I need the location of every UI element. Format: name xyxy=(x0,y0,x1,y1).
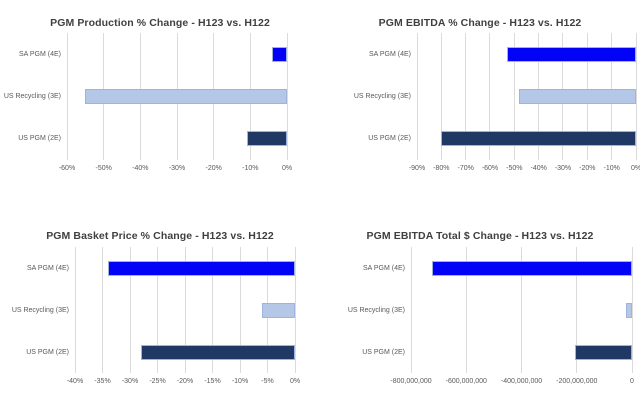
x-tick-label: -50% xyxy=(506,165,523,172)
gridline xyxy=(294,247,296,373)
category-axis: SA PGM (4E) US Recycling (3E) US PGM (2E) xyxy=(320,33,411,160)
x-tick-label: -10% xyxy=(231,378,249,385)
gridline xyxy=(440,33,442,160)
category-label-sa-pgm-4e: SA PGM (4E) xyxy=(26,264,69,272)
x-tick-label: -70% xyxy=(457,165,474,172)
gridline xyxy=(410,247,412,373)
plot-area xyxy=(410,247,633,373)
x-axis: -60% -50% -40% -30% -20% -10% 0% xyxy=(59,165,292,175)
gridline xyxy=(489,33,491,160)
bar-us-pgm-2e xyxy=(141,344,295,360)
category-label-sa-pgm-4e: SA PGM (4E) xyxy=(18,50,61,58)
chart-title: PGM EBITDA % Change - H123 vs. H122 xyxy=(378,16,582,29)
gridline xyxy=(521,247,522,373)
bar-us-recycling-3e xyxy=(262,302,295,318)
bar-us-pgm-2e xyxy=(441,131,636,147)
gridline xyxy=(157,247,158,373)
x-tick-label: -600,000,000 xyxy=(445,378,487,385)
gridline xyxy=(74,247,76,373)
x-tick-label: -30% xyxy=(121,378,139,385)
gridline xyxy=(465,247,467,373)
bar-us-recycling-3e xyxy=(85,89,287,104)
x-tick-label: -20% xyxy=(176,378,194,385)
x-tick-label: -30% xyxy=(554,165,572,172)
gridline xyxy=(102,247,103,373)
x-tick-label: 0% xyxy=(630,165,640,172)
category-label-us-pgm-2e: US PGM (2E) xyxy=(18,135,61,143)
gridline xyxy=(129,247,131,373)
gridline xyxy=(416,33,418,160)
x-tick-label: -60% xyxy=(481,165,499,172)
bar-us-pgm-2e xyxy=(575,344,632,360)
bar-sa-pgm-4e xyxy=(431,260,632,276)
chart-pgm-basket-price-pct-change: PGM Basket Price % Change - H123 vs. H12… xyxy=(0,200,320,400)
plot-area xyxy=(416,33,637,160)
bar-sa-pgm-4e xyxy=(272,46,287,62)
gridline xyxy=(66,33,68,160)
x-tick-label: -200,000,000 xyxy=(556,378,598,385)
x-tick-label: -20% xyxy=(579,165,596,172)
x-axis: -40% -35% -30% -25% -20% -15% -10% -5% 0% xyxy=(67,378,300,388)
x-tick-label: -90% xyxy=(408,165,426,172)
x-tick-label: -60% xyxy=(58,165,76,172)
gridline xyxy=(576,247,578,373)
category-label-us-recycling-3e: US Recycling (3E) xyxy=(11,306,69,314)
x-tick-label: -40% xyxy=(530,165,547,172)
x-tick-label: -35% xyxy=(94,378,111,385)
category-label-sa-pgm-4e: SA PGM (4E) xyxy=(368,50,411,58)
x-tick-label: -5% xyxy=(261,378,274,385)
x-tick-label: -80% xyxy=(433,165,450,172)
bar-sa-pgm-4e xyxy=(108,260,295,276)
chart-title: PGM Production % Change - H123 vs. H122 xyxy=(50,16,270,29)
gridline xyxy=(465,33,467,160)
category-axis: SA PGM (4E) US Recycling (3E) US PGM (2E) xyxy=(320,247,405,373)
x-tick-label: -30% xyxy=(168,165,186,172)
x-tick-label: -15% xyxy=(204,378,221,385)
gridline xyxy=(184,247,186,373)
x-tick-label: -40% xyxy=(132,165,149,172)
chart-title: PGM EBITDA Total $ Change - H123 vs. H12… xyxy=(366,229,594,242)
category-label-us-pgm-2e: US PGM (2E) xyxy=(26,348,69,356)
bar-sa-pgm-4e xyxy=(507,46,636,62)
x-tick-label: 0% xyxy=(281,165,293,172)
x-tick-label: -10% xyxy=(603,165,620,172)
x-tick-label: -400,000,000 xyxy=(500,378,543,385)
chart-title: PGM Basket Price % Change - H123 vs. H12… xyxy=(46,229,274,242)
plot-area xyxy=(74,247,296,373)
x-axis: -800,000,000 -600,000,000 -400,000,000 -200… xyxy=(390,378,634,388)
x-tick-label: -20% xyxy=(205,165,222,172)
gridline xyxy=(513,33,515,160)
x-tick-label: -800,000,000 xyxy=(390,378,432,385)
bar-us-pgm-2e xyxy=(246,131,287,147)
plot-area xyxy=(66,33,288,160)
category-label-us-pgm-2e: US PGM (2E) xyxy=(368,135,411,143)
category-axis: SA PGM (4E) US Recycling (3E) US PGM (2E) xyxy=(0,33,61,160)
gridline xyxy=(286,33,288,160)
category-label-us-recycling-3e: US Recycling (3E) xyxy=(347,306,405,314)
category-label-us-recycling-3e: US Recycling (3E) xyxy=(353,92,411,100)
category-axis: SA PGM (4E) US Recycling (3E) US PGM (2E) xyxy=(0,247,69,373)
x-tick-label: -25% xyxy=(149,378,166,385)
gridline xyxy=(635,33,637,160)
category-label-us-pgm-2e: US PGM (2E) xyxy=(362,348,405,356)
gridline xyxy=(631,247,633,373)
x-tick-label: 0 xyxy=(630,378,634,385)
gridline xyxy=(239,247,241,373)
category-label-sa-pgm-4e: SA PGM (4E) xyxy=(362,264,405,272)
chart-pgm-ebitda-pct-change: PGM EBITDA % Change - H123 vs. H122 SA P… xyxy=(320,0,640,200)
x-tick-label: -10% xyxy=(242,165,259,172)
bar-us-recycling-3e xyxy=(626,302,632,318)
chart-pgm-ebitda-total-dollar-change: PGM EBITDA Total $ Change - H123 vs. H12… xyxy=(320,200,640,400)
chart-pgm-production-pct-change: PGM Production % Change - H123 vs. H122 … xyxy=(0,0,320,200)
x-tick-label: -50% xyxy=(95,165,112,172)
x-tick-label: -40% xyxy=(66,378,84,385)
category-label-us-recycling-3e: US Recycling (3E) xyxy=(3,92,61,100)
x-axis: -90% -80% -70% -60% -50% -40% -30% -20% -10% 0% xyxy=(409,165,640,175)
x-tick-label: 0% xyxy=(289,378,301,385)
gridline xyxy=(212,247,213,373)
bar-us-recycling-3e xyxy=(519,89,636,104)
